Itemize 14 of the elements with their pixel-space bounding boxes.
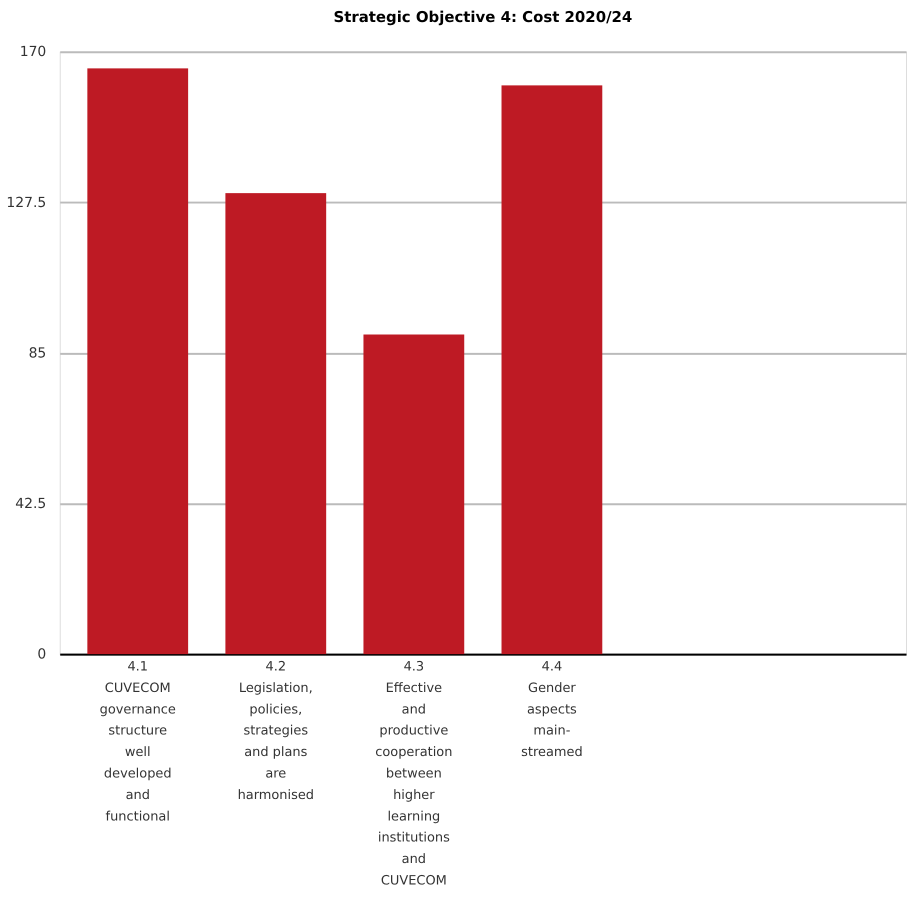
y-tick-label: 170 (20, 44, 46, 60)
x-tick-label: 4.1 CUVECOM governance structure well developed and functional (100, 660, 176, 824)
x-tick-label: 4.4 Gender aspects main- streamed (521, 660, 583, 760)
bar (502, 85, 602, 654)
y-tick-label: 127.5 (6, 194, 46, 211)
bar (225, 193, 326, 654)
category-label: 4.3 Effective and productive cooperation between higher learning institutions and CUVECOM (375, 660, 452, 889)
chart-title: Strategic Objective 4: Cost 2020/24 (333, 8, 632, 26)
y-tick-label: 42.5 (15, 496, 46, 512)
y-tick-label: 85 (28, 345, 46, 362)
bar (87, 68, 188, 654)
y-tick-label: 0 (37, 646, 46, 663)
x-tick-label: 4.2 Legislation, policies, strategies and plans are harmonised (238, 660, 314, 803)
bar (363, 334, 464, 654)
